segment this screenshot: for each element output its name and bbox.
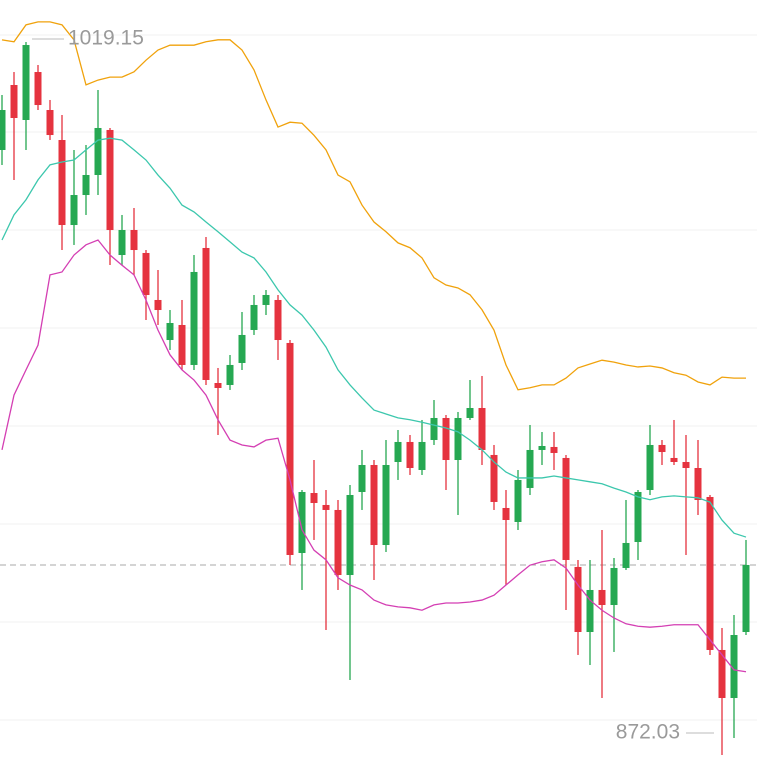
candle-body — [58, 140, 66, 226]
candle-body — [190, 271, 198, 365]
candle-body — [310, 493, 318, 503]
candle-body — [70, 195, 78, 226]
candle-body — [46, 110, 54, 136]
candle-body — [598, 589, 606, 606]
candle-body — [658, 444, 666, 453]
candle-body — [226, 364, 234, 385]
band-line — [1, 137, 747, 538]
band-line — [1, 239, 747, 673]
candle-body — [406, 441, 414, 469]
candle-body — [250, 304, 258, 330]
candle-body — [334, 509, 342, 576]
candles — [0, 42, 750, 755]
candle-body — [550, 446, 558, 453]
candle-body — [610, 567, 618, 606]
candle-body — [742, 564, 750, 633]
candle-body — [394, 441, 402, 462]
candle-body — [670, 457, 678, 462]
candle-body — [502, 507, 510, 521]
candle-body — [514, 479, 522, 522]
candle-body — [478, 408, 486, 450]
candle-body — [574, 566, 582, 633]
candle-body — [418, 441, 426, 470]
candle-body — [730, 635, 738, 699]
candle-body — [646, 444, 654, 491]
candle-body — [238, 334, 246, 363]
grid — [0, 34, 757, 721]
candle-body — [634, 491, 642, 543]
candle-body — [22, 45, 30, 120]
candle-body — [142, 252, 150, 295]
max-label: 1019.15 — [68, 27, 144, 50]
candle-body — [202, 247, 210, 380]
candle-body — [154, 299, 162, 311]
candle-body — [346, 494, 354, 576]
candle-body — [442, 417, 450, 461]
candle-body — [10, 85, 18, 119]
candle-body — [166, 323, 174, 341]
candle-body — [526, 449, 534, 488]
candle-body — [298, 491, 306, 554]
candle-body — [718, 649, 726, 699]
min-label: 872.03 — [616, 721, 680, 744]
candle-body — [382, 464, 390, 546]
candle-body — [454, 417, 462, 461]
candle-body — [490, 454, 498, 502]
candle-body — [130, 230, 138, 251]
candle-body — [94, 127, 102, 175]
candle-body — [586, 589, 594, 633]
candle-body — [178, 324, 186, 365]
candle-body — [274, 299, 282, 341]
candle-body — [106, 129, 114, 231]
candle-body — [694, 468, 702, 500]
candle-body — [562, 457, 570, 560]
candle-body — [34, 72, 42, 106]
candle-body — [82, 174, 90, 196]
band-line — [1, 21, 746, 391]
candle-body — [0, 110, 6, 150]
candle-body — [286, 342, 294, 555]
candle-body — [466, 408, 474, 418]
candle-body — [118, 230, 126, 256]
candle-body — [370, 464, 378, 546]
candle-body — [538, 446, 546, 450]
candle-body — [214, 382, 222, 388]
candle-body — [430, 417, 438, 440]
candle-body — [358, 464, 366, 492]
candle-body — [322, 504, 330, 510]
candle-body — [682, 461, 690, 469]
candle-body — [706, 496, 714, 650]
candle-body — [262, 294, 270, 305]
candle-body — [622, 542, 630, 568]
